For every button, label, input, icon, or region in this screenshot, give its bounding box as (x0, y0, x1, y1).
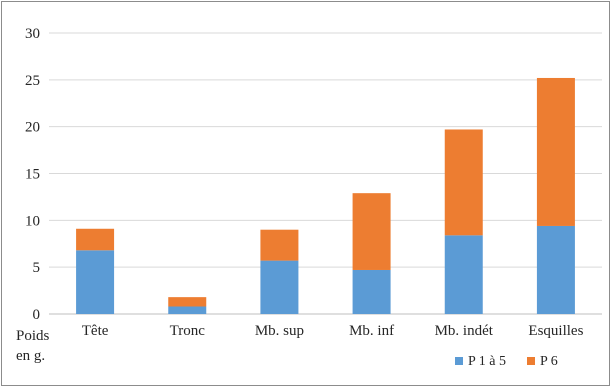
x-category-label: Mb. inf (349, 323, 394, 339)
bar-segment-1 (76, 250, 115, 314)
legend-swatch (527, 357, 535, 365)
y-axis-label-line-2: en g. (16, 348, 45, 364)
bar-segment-2 (444, 129, 483, 236)
x-category-label: Mb. indét (435, 323, 494, 339)
legend-label: P 6 (540, 354, 558, 369)
bar-segment-2 (260, 229, 299, 261)
y-tick-label: 5 (33, 260, 41, 276)
y-tick-labels: 0 5 10 15 20 25 30 (25, 26, 40, 323)
y-tick-label: 0 (33, 307, 41, 323)
bar-segment-2 (536, 77, 575, 226)
legend: P 1 à 5 P 6 (455, 354, 558, 369)
x-category-label: Mb. sup (255, 323, 304, 339)
y-tick-label: 30 (25, 26, 40, 42)
bar-segment-2 (168, 297, 207, 307)
x-category-label: Tronc (170, 323, 206, 339)
bar-segment-1 (260, 260, 299, 314)
bar-segment-1 (536, 225, 575, 314)
legend-label: P 1 à 5 (468, 354, 506, 369)
x-category-labels: Tête Tronc Mb. sup Mb. inf Mb. indét Esquille… (82, 323, 584, 339)
bars (76, 77, 575, 314)
y-tick-label: 15 (25, 167, 40, 183)
y-tick-label: 25 (25, 73, 40, 89)
y-axis-label-line-1: Poids (16, 328, 50, 344)
x-category-label: Esquilles (528, 323, 583, 339)
y-tick-label: 20 (25, 120, 40, 136)
legend-swatch (455, 357, 463, 365)
bar-segment-1 (352, 269, 391, 314)
bar-segment-2 (352, 193, 391, 270)
x-category-label: Tête (82, 323, 109, 339)
grid-lines (49, 32, 602, 315)
y-tick-label: 10 (25, 213, 40, 229)
bar-segment-2 (76, 228, 115, 251)
bar-segment-1 (168, 306, 207, 314)
bar-segment-1 (444, 235, 483, 314)
